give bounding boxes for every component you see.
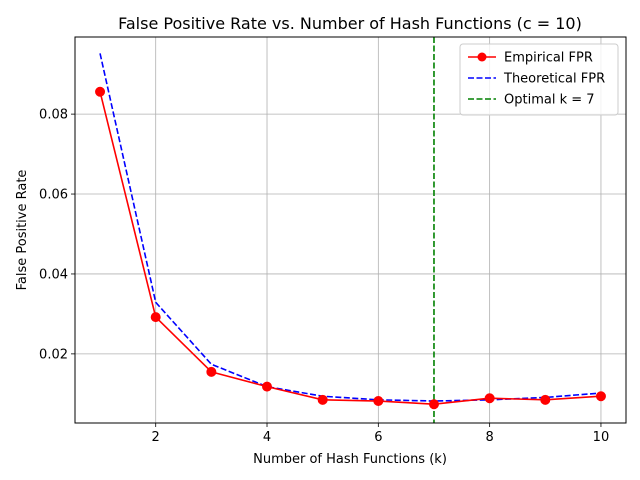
legend-empirical-fpr-marker [477,52,487,62]
empirical-fpr-point [373,396,384,407]
empirical-fpr-point [595,391,606,402]
x-tick-label: 8 [486,430,494,445]
y-tick-label: 0.04 [39,267,68,282]
legend-optimal-k-label: Optimal k = 7 [504,93,595,108]
empirical-fpr-point [262,381,273,392]
plot-frame [74,36,627,424]
y-tick-label: 0.08 [39,108,68,123]
axis-ticks: 2 4 6 8 10 0.02 0.04 0.06 0.08 [39,108,609,445]
y-axis-label: False Positive Rate [15,170,30,291]
empirical-fpr-point [484,393,495,404]
empirical-fpr-point [428,399,439,410]
x-tick-label: 2 [152,430,160,445]
empirical-fpr-point [95,86,106,97]
empirical-fpr-line [99,91,602,406]
x-tick-label: 4 [263,430,271,445]
legend-empirical-fpr-label: Empirical FPR [504,51,593,66]
chart-title: False Positive Rate vs. Number of Hash F… [118,14,582,33]
x-axis-label: Number of Hash Functions (k) [253,452,447,467]
legend: Empirical FPR Theoretical FPR Optimal k = … [459,43,619,116]
empirical-fpr-point [540,394,551,405]
empirical-fpr-point [317,394,328,405]
legend-theoretical-fpr-label: Theoretical FPR [503,72,605,87]
series-group [95,53,606,410]
x-tick-label: 6 [374,430,382,445]
x-tick-label: 10 [593,430,610,445]
empirical-fpr-point [206,366,217,377]
empirical-fpr-point [150,312,161,323]
y-tick-label: 0.06 [39,188,68,203]
y-tick-label: 0.02 [39,347,68,362]
legend-box [459,43,619,116]
